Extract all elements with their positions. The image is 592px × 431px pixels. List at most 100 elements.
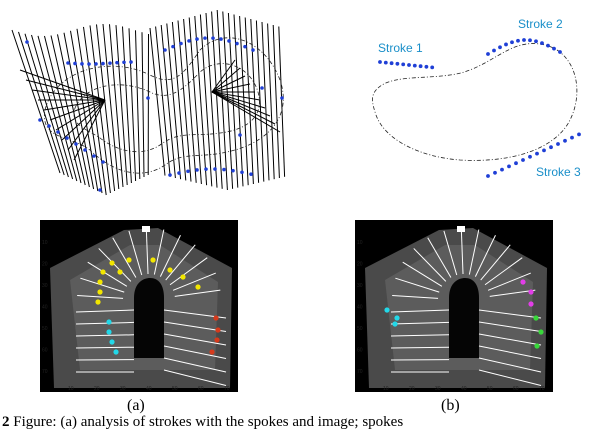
- marker-dot: [113, 349, 119, 355]
- stroke-point: [129, 60, 133, 64]
- spoke-line: [489, 289, 536, 297]
- y-tick-label: 70: [357, 369, 363, 375]
- spoke-line: [174, 289, 221, 297]
- spoke-line: [63, 32, 95, 190]
- spoke-line: [159, 235, 181, 277]
- y-tick-label: 20: [42, 262, 48, 268]
- stroke-point: [65, 136, 69, 140]
- spoke-line: [75, 321, 135, 325]
- stroke-point: [87, 62, 91, 66]
- spoke-line: [474, 235, 496, 277]
- spoke-line: [390, 321, 450, 325]
- marker-dot: [100, 269, 106, 275]
- stroke-point: [238, 133, 242, 137]
- y-tick-label: 10: [357, 240, 363, 246]
- spoke-line: [261, 21, 270, 181]
- y-tick-label: 40: [357, 305, 363, 311]
- spoke-line: [478, 369, 542, 386]
- marker-dot: [392, 321, 398, 327]
- marker-dot: [214, 337, 220, 343]
- stroke-point: [80, 62, 84, 66]
- spoke-line: [250, 18, 260, 183]
- stroke-point: [195, 37, 199, 41]
- y-tick-label: 20: [357, 262, 363, 268]
- marker-dot: [97, 289, 103, 295]
- stroke-point: [556, 142, 560, 146]
- spoke-line: [211, 67, 241, 93]
- spoke-line: [211, 91, 266, 109]
- marker-dot: [213, 315, 219, 321]
- x-tick-label: 60: [198, 386, 204, 392]
- spoke-line: [163, 333, 227, 346]
- panel-label-a: (a): [127, 397, 145, 414]
- stroke-point: [528, 38, 532, 43]
- spoke-line: [31, 89, 106, 101]
- spoke-line: [155, 26, 171, 177]
- stroke-point: [101, 160, 105, 164]
- marker-dot: [109, 260, 115, 266]
- stroke-point: [211, 36, 215, 40]
- spoke-line: [211, 75, 246, 93]
- spoke-line: [199, 14, 213, 187]
- marker-dot: [167, 267, 173, 273]
- x-axis-ticks: 10 20 30 40 50 60 70: [383, 386, 545, 392]
- spoke-line: [392, 294, 439, 299]
- spoke-line: [163, 345, 227, 359]
- spoke-line: [163, 357, 227, 373]
- marker-dot: [520, 279, 526, 285]
- stroke-point: [94, 62, 98, 66]
- stroke-point: [213, 167, 217, 171]
- stroke-point: [500, 167, 504, 172]
- spoke-line: [112, 237, 137, 278]
- spoke-line: [141, 32, 145, 178]
- spoke-line: [61, 99, 106, 141]
- y-tick-label: 30: [42, 283, 48, 289]
- caption-text: Figure: (a) analysis of strokes with the…: [13, 414, 404, 430]
- stroke-point: [492, 48, 496, 53]
- marker-dot: [528, 289, 534, 295]
- y-tick-label: 30: [357, 283, 363, 289]
- spoke-line: [37, 35, 78, 182]
- marker-dot: [209, 349, 215, 355]
- spoke-line: [480, 244, 511, 281]
- stroke-point: [98, 188, 102, 192]
- marker-dot: [534, 343, 540, 349]
- ultrasound-panel-a: 10 20 30 40 50 60 70 10 20 30 40 50 60 70: [40, 220, 238, 392]
- spoke-line: [211, 11, 223, 189]
- stroke-point: [486, 174, 490, 178]
- spoke-line: [87, 261, 128, 287]
- stroke-point: [83, 148, 87, 152]
- marker-dot: [106, 319, 112, 325]
- spoke-line: [205, 12, 218, 188]
- stroke-point: [498, 45, 502, 50]
- x-tick-label: 70: [224, 386, 230, 392]
- stroke-point: [66, 61, 70, 65]
- spoke-line: [478, 357, 542, 373]
- stroke-point: [195, 168, 199, 172]
- spoke-line: [413, 248, 447, 282]
- stroke-point: [395, 61, 400, 66]
- stroke-point: [222, 167, 226, 172]
- spoke-line: [443, 230, 458, 276]
- spoke-line: [478, 345, 542, 359]
- stroke-point: [38, 118, 42, 122]
- stroke-point: [558, 50, 562, 54]
- stroke-point: [219, 37, 223, 41]
- spoke-line: [163, 369, 227, 386]
- spoke-line: [75, 346, 135, 349]
- spoke-line: [278, 26, 286, 177]
- stroke-point: [186, 169, 190, 174]
- x-tick-label: 30: [435, 386, 441, 392]
- x-tick-label: 10: [383, 386, 389, 392]
- marker-dot: [384, 307, 390, 313]
- spoke-line: [239, 15, 249, 186]
- spoke-line: [77, 294, 124, 299]
- spoke-line: [96, 24, 116, 192]
- y-tick-label: 50: [357, 326, 363, 332]
- spoke-line: [171, 21, 187, 181]
- spoke-line: [255, 20, 265, 182]
- spoke-line: [478, 321, 542, 332]
- marker-dot: [117, 269, 123, 275]
- stroke-point: [486, 52, 490, 56]
